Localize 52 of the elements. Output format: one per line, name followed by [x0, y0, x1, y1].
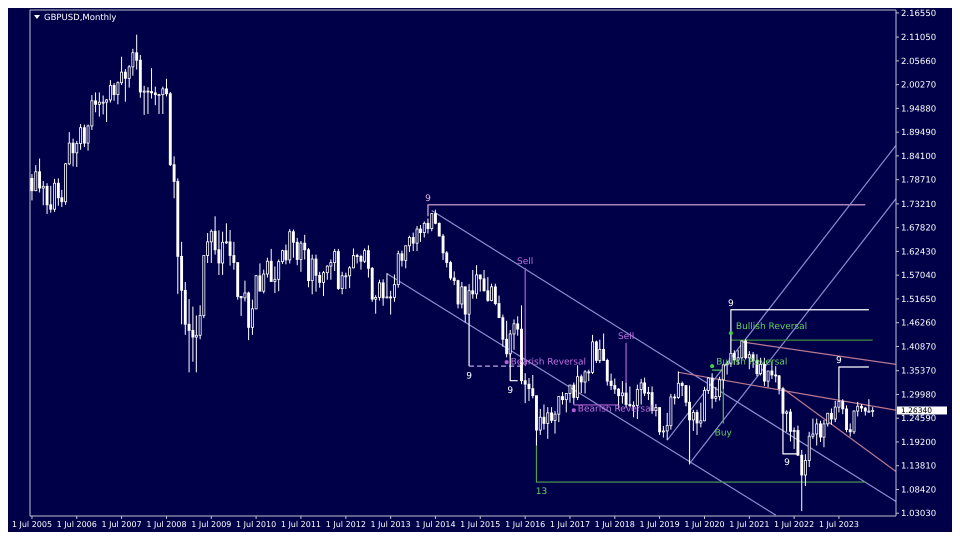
- x-tick-label: 1 Jul 2005: [12, 520, 52, 529]
- y-tick-label: 2.00270: [901, 80, 936, 91]
- y-tick-label: 1.57040: [901, 271, 936, 282]
- annotation: 9: [507, 386, 514, 396]
- x-tick-label: 1 Jul 2014: [415, 520, 456, 529]
- y-tick-label: 1.67820: [901, 224, 936, 234]
- y-tick-label: 2.05660: [901, 56, 936, 67]
- x-tick-label: 1 Jul 2006: [56, 520, 97, 529]
- y-tick-label: 1.84100: [901, 152, 936, 162]
- y-tick-label: 1.08420: [901, 485, 936, 496]
- y-tick-label: 1.62430: [901, 247, 936, 258]
- y-tick-label: 1.29980: [901, 390, 936, 400]
- x-tick-label: 1 Jul 2019: [639, 520, 680, 529]
- y-tick-label: 1.78710: [901, 176, 936, 186]
- y-tick-label: 2.16550: [901, 8, 936, 19]
- x-tick-label: 1 Jul 2018: [594, 520, 635, 529]
- x-tick-label: 1 Jul 2015: [460, 520, 500, 529]
- chart-title: GBPUSD,Monthly: [44, 13, 116, 23]
- annotation: 9: [836, 356, 842, 366]
- x-tick-label: 1 Jul 2011: [280, 520, 322, 529]
- annotation: 13: [536, 487, 548, 498]
- x-tick-label: 1 Jul 2022: [774, 520, 814, 529]
- x-tick-label: 1 Jul 2013: [370, 520, 411, 529]
- annotation: Sell: [618, 332, 634, 342]
- x-tick-label: 1 Jul 2007: [101, 520, 142, 529]
- y-tick-label: 1.35370: [901, 366, 936, 377]
- annotation: 9: [784, 458, 790, 468]
- annotation: 9: [425, 194, 432, 204]
- annotation: Sell: [517, 257, 534, 267]
- annotation: Buy: [714, 428, 733, 439]
- y-tick-label: 1.40870: [901, 342, 936, 352]
- x-tick-label: 1 Jul 2010: [236, 520, 276, 529]
- x-tick-label: 1 Jul 2008: [146, 520, 187, 529]
- y-tick-label: 1.94880: [901, 104, 936, 114]
- annotation: 9: [728, 298, 734, 309]
- y-tick-label: 2.11050: [901, 33, 936, 44]
- x-tick-label: 1 Jul 2016: [505, 520, 546, 529]
- y-tick-label: 1.24590: [901, 414, 936, 424]
- x-tick-label: 1 Jul 2009: [191, 520, 232, 529]
- x-tick-label: 1 Jul 2021: [729, 520, 770, 529]
- y-tick-label: 1.51650: [901, 294, 936, 305]
- y-tick-label: 1.73210: [901, 200, 936, 210]
- x-tick-label: 1 Jul 2017: [550, 520, 590, 529]
- x-tick-label: 1 Jul 2023: [818, 520, 860, 529]
- annotation: 9: [466, 371, 472, 382]
- x-tick-label: 1 Jul 2020: [684, 520, 725, 529]
- y-tick-label: 1.46260: [901, 318, 936, 329]
- y-tick-label: 1.89490: [901, 128, 936, 138]
- y-tick-label: 1.03030: [901, 509, 936, 520]
- x-tick-label: 1 Jul 2012: [326, 520, 366, 529]
- y-tick-label: 1.13810: [901, 462, 936, 472]
- y-tick-label: 1.19200: [901, 438, 936, 448]
